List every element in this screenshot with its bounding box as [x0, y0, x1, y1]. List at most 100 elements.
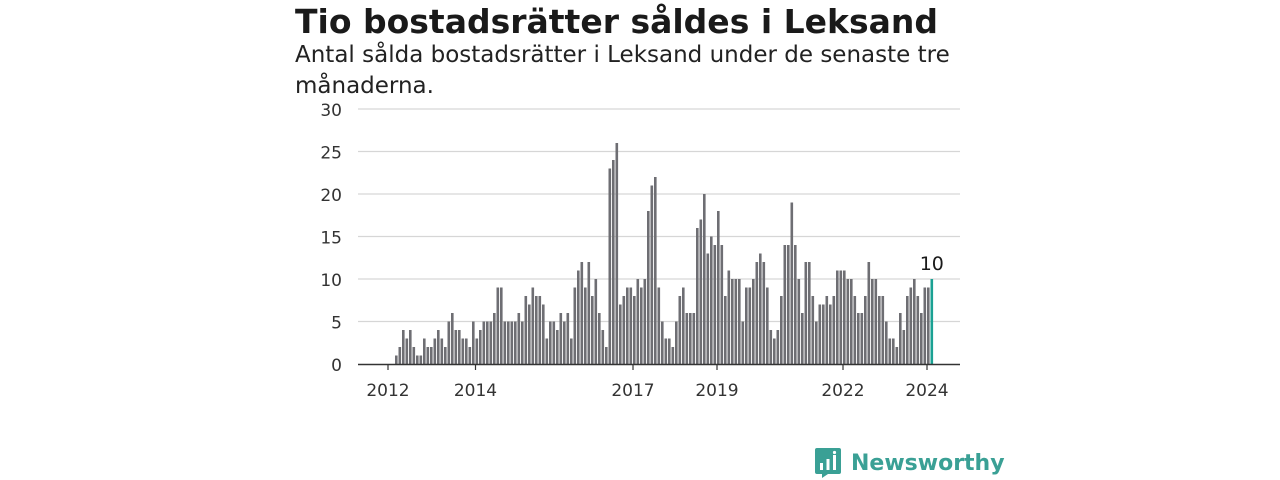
bar	[864, 296, 867, 364]
bar	[622, 296, 626, 364]
bar	[839, 270, 843, 364]
bar	[587, 262, 591, 364]
bar	[430, 347, 433, 364]
bar	[853, 296, 857, 364]
x-axis-ticks: 2012 2014 2017 2019 2022 2024	[366, 364, 949, 401]
bar	[507, 321, 510, 364]
bar	[398, 347, 402, 364]
bar-latest	[930, 279, 934, 364]
y-tick-label: 10	[320, 271, 342, 291]
bar	[738, 279, 741, 364]
bar	[479, 330, 482, 364]
bar	[412, 347, 416, 364]
bar	[615, 143, 619, 364]
bar	[514, 321, 517, 364]
newsworthy-logo: Newsworthy	[814, 446, 1005, 480]
bar	[881, 296, 885, 364]
bar	[395, 355, 398, 364]
last-value-label: 10	[920, 253, 944, 275]
bar	[468, 347, 472, 364]
bar	[710, 236, 713, 364]
bar	[601, 330, 605, 364]
bar	[713, 245, 717, 364]
bar	[790, 202, 794, 364]
bar	[444, 347, 447, 364]
bar	[626, 287, 629, 364]
y-tick-label: 0	[331, 356, 342, 376]
bar	[584, 287, 587, 364]
newsworthy-icon	[815, 448, 841, 478]
bar	[874, 279, 878, 364]
bar	[860, 313, 864, 364]
bar	[678, 296, 682, 364]
bar	[510, 321, 514, 364]
bar	[594, 279, 598, 364]
bar	[780, 296, 783, 364]
x-tick-label: 2014	[454, 381, 497, 401]
bar	[668, 338, 671, 364]
bar	[619, 304, 622, 364]
bar	[706, 253, 710, 364]
bar	[598, 313, 601, 364]
bar	[489, 321, 493, 364]
bar	[419, 355, 423, 364]
bar	[545, 338, 549, 364]
bar	[454, 330, 458, 364]
bar	[752, 279, 755, 364]
bar-chart: 0 5 10 15 20 25 30 2012 2014 2017 2019 2022 2024 10	[320, 101, 960, 401]
x-tick-label: 2024	[905, 381, 948, 401]
bar	[731, 279, 734, 364]
bar	[720, 245, 724, 364]
bar	[654, 177, 657, 364]
bar	[699, 219, 703, 364]
bar	[794, 245, 797, 364]
bar	[409, 330, 412, 364]
bar	[822, 304, 825, 364]
bar	[818, 304, 822, 364]
bar	[808, 262, 811, 364]
bar	[671, 347, 675, 364]
chart-title: Tio bostadsrätter såldes i Leksand	[295, 2, 939, 41]
bar	[815, 321, 818, 364]
bar	[892, 338, 895, 364]
bar	[717, 211, 720, 364]
bar	[647, 211, 650, 364]
bar	[580, 262, 584, 364]
bar	[689, 313, 692, 364]
y-tick-label: 30	[320, 101, 342, 121]
bar	[692, 313, 696, 364]
y-tick-label: 5	[331, 314, 342, 334]
bar	[437, 330, 440, 364]
bar	[748, 287, 752, 364]
x-tick-label: 2019	[695, 381, 738, 401]
bar	[426, 347, 430, 364]
bar	[605, 347, 608, 364]
bar	[829, 304, 832, 364]
bar	[836, 270, 839, 364]
bar	[416, 355, 419, 364]
bar	[902, 330, 906, 364]
bar	[521, 321, 524, 364]
bar	[724, 296, 727, 364]
bar	[857, 313, 860, 364]
bar	[734, 279, 738, 364]
x-tick-label: 2022	[821, 381, 864, 401]
bar	[801, 313, 804, 364]
bar	[885, 321, 888, 364]
bar	[612, 160, 615, 364]
bar	[916, 296, 920, 364]
bar	[591, 296, 594, 364]
bar	[577, 270, 580, 364]
bar	[542, 304, 545, 364]
bar	[832, 296, 836, 364]
bars	[395, 143, 934, 364]
bar	[727, 270, 731, 364]
bar	[493, 313, 496, 364]
bar	[570, 338, 573, 364]
bar	[850, 279, 853, 364]
bar	[608, 168, 612, 364]
bar	[405, 338, 409, 364]
bar	[685, 313, 689, 364]
bar	[496, 287, 500, 364]
bar	[797, 279, 801, 364]
